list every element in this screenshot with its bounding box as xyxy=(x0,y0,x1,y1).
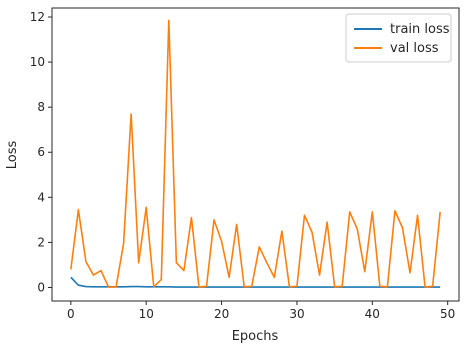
series-lines xyxy=(70,19,441,288)
y-tick-label: 10 xyxy=(30,55,45,69)
y-tick-label: 2 xyxy=(37,235,45,249)
x-tick-label: 40 xyxy=(365,307,380,321)
y-tick-label: 12 xyxy=(30,10,45,24)
y-tick-label: 0 xyxy=(37,280,45,294)
y-axis-ticks: 0 2 4 6 8 10 12 xyxy=(30,10,52,294)
x-tick-label: 20 xyxy=(214,307,229,321)
x-axis-label: Epochs xyxy=(232,329,279,344)
legend: train loss val loss xyxy=(345,13,452,63)
x-axis-ticks: 0 10 20 30 40 50 xyxy=(67,301,455,321)
y-axis-label: Loss xyxy=(5,141,20,170)
y-tick-label: 6 xyxy=(37,145,45,159)
series-line-train-loss xyxy=(70,276,441,288)
y-tick-label: 4 xyxy=(37,190,45,204)
legend-label-val-loss: val loss xyxy=(390,41,439,56)
x-tick-label: 0 xyxy=(67,307,75,321)
x-tick-label: 50 xyxy=(440,307,455,321)
series-line-val-loss xyxy=(70,19,441,288)
y-tick-label: 8 xyxy=(37,100,45,114)
legend-label-train-loss: train loss xyxy=(390,22,450,37)
x-tick-label: 10 xyxy=(139,307,154,321)
x-tick-label: 30 xyxy=(289,307,304,321)
legend-box xyxy=(345,13,452,63)
